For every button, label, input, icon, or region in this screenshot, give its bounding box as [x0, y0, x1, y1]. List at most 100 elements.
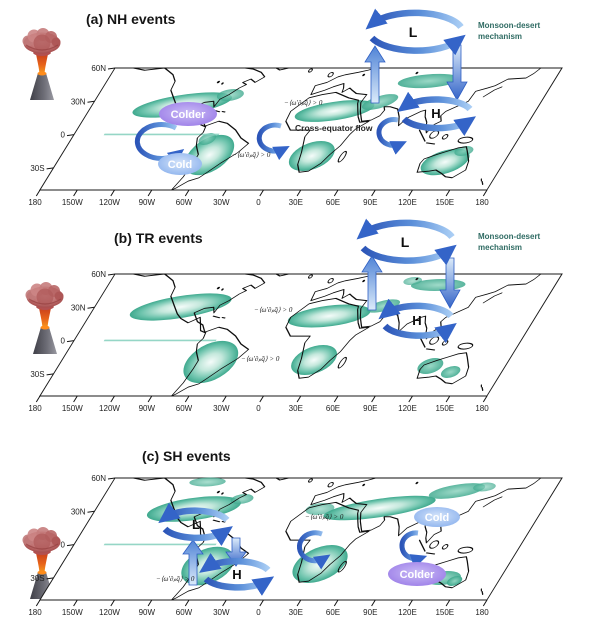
- lon-label: 120E: [398, 198, 417, 207]
- ascent-arrow-b: [361, 255, 383, 311]
- lon-label: 30W: [213, 404, 230, 413]
- lon-label: 180: [28, 404, 42, 413]
- low-pressure-label: L: [409, 24, 418, 40]
- panel-c: (c) SH events 60N 30N 0 30S 180 150W 120…: [21, 448, 563, 617]
- lon-label: 90E: [363, 608, 377, 617]
- low-pressure-circulation-a: L: [365, 8, 466, 56]
- lat-label: 0: [61, 337, 66, 346]
- cold-label: Cold: [425, 512, 449, 524]
- lon-label: 120E: [398, 608, 417, 617]
- monsoon-desert-label-line2: mechanism: [478, 243, 522, 252]
- panel-c-title: (c) SH events: [142, 448, 231, 464]
- lon-label: 180: [475, 198, 489, 207]
- lon-label: 30W: [213, 198, 230, 207]
- lon-label: 150W: [62, 198, 83, 207]
- lon-label: 30W: [213, 608, 230, 617]
- map-b: [38, 273, 563, 397]
- lon-label: 180: [475, 404, 489, 413]
- lat-label: 30S: [30, 370, 44, 379]
- high-pressure-circulation-c: H: [199, 552, 275, 596]
- lon-axis-b: 180 150W 120W 90W 60W 30W 0 30E 60E 90E …: [28, 395, 489, 413]
- monsoon-desert-label: Monsoon-desert: [478, 21, 541, 30]
- lon-label: 30E: [289, 404, 303, 413]
- cross-equator-arrow-asia-a: [376, 117, 407, 155]
- lat-axis-a: 60N 30N 0 30S: [30, 64, 116, 173]
- high-pressure-label: H: [431, 106, 440, 121]
- colder-label: Colder: [400, 569, 436, 581]
- high-pressure-circulation-a: H: [397, 91, 476, 137]
- lat-label: 30N: [71, 97, 86, 106]
- lon-label: 150E: [435, 608, 454, 617]
- lat-label: 30S: [30, 574, 44, 583]
- lon-label: 90E: [363, 404, 377, 413]
- panel-a: (a) NH events 60N 30N 0 30S 180 150W 120…: [21, 8, 563, 207]
- moisture-budget-term-south-b: −⟨ω′∂ₚq̄⟩ > 0: [241, 355, 280, 363]
- lon-label: 90W: [139, 404, 156, 413]
- cross-equator-flow-label: Cross-equator flow: [295, 123, 373, 133]
- panel-a-title: (a) NH events: [86, 11, 176, 27]
- lat-label: 0: [61, 541, 66, 550]
- low-pressure-label: L: [401, 234, 410, 250]
- lat-axis-b: 60N 30N 0 30S: [30, 270, 116, 379]
- lat-label: 60N: [91, 270, 106, 279]
- lon-label: 90W: [139, 608, 156, 617]
- lon-label: 0: [256, 198, 261, 207]
- monsoon-desert-label: Monsoon-desert: [478, 232, 541, 241]
- lon-label: 150W: [62, 404, 83, 413]
- volcano-eruption-icon: [21, 27, 62, 101]
- ascent-arrow-c: [182, 539, 204, 586]
- low-pressure-circulation-c: L: [158, 502, 233, 547]
- high-pressure-label: H: [232, 567, 241, 582]
- lon-label: 150E: [435, 404, 454, 413]
- lon-label: 60W: [176, 608, 193, 617]
- lon-label: 120E: [398, 404, 417, 413]
- panel-b-title: (b) TR events: [114, 230, 203, 246]
- monsoon-desert-label-line2: mechanism: [478, 32, 522, 41]
- lat-label: 30S: [30, 164, 44, 173]
- lon-label: 90W: [139, 198, 156, 207]
- lon-label: 0: [256, 608, 261, 617]
- cold-bubble-a: Cold: [158, 153, 202, 175]
- lon-label: 150E: [435, 198, 454, 207]
- lon-axis-c: 180 150W 120W 90W 60W 30W 0 30E 60E 90E …: [28, 599, 489, 617]
- low-pressure-circulation-b: L: [356, 218, 457, 266]
- high-pressure-label: H: [412, 313, 421, 328]
- cross-equator-arrow-africa-c: [296, 530, 331, 570]
- lat-label: 0: [61, 131, 66, 140]
- low-pressure-label: L: [192, 517, 200, 532]
- moisture-budget-term-north-a: −⟨ω′∂ₚq̄⟩ > 0: [284, 99, 323, 107]
- colder-bubble-c: Colder: [388, 562, 446, 586]
- panel-b: (b) TR events 60N 30N 0 30S 180 150W 120…: [24, 218, 563, 413]
- lat-label: 60N: [91, 474, 106, 483]
- moisture-budget-term-south-c: −⟨ω′∂ₚq̄⟩ > 0: [156, 575, 195, 583]
- lat-label: 30N: [71, 507, 86, 516]
- moisture-budget-term-south-a: −⟨ω′∂ₚq̄⟩ > 0: [232, 151, 271, 159]
- cross-equator-arrow-africa-a: [256, 122, 290, 161]
- lat-label: 60N: [91, 64, 106, 73]
- lat-label: 30N: [71, 303, 86, 312]
- cold-bubble-c: Cold: [414, 507, 460, 527]
- moisture-budget-term-north-b: −⟨ω′∂ₚq̄⟩ > 0: [254, 306, 293, 314]
- lon-label: 90E: [363, 198, 377, 207]
- lon-label: 180: [28, 198, 42, 207]
- lon-label: 180: [28, 608, 42, 617]
- lon-label: 30E: [289, 198, 303, 207]
- lon-label: 60E: [326, 198, 340, 207]
- high-pressure-circulation-b: H: [378, 298, 457, 344]
- colder-bubble-a: Colder: [159, 102, 217, 126]
- lon-label: 60W: [176, 404, 193, 413]
- lon-label: 0: [256, 404, 261, 413]
- lon-label: 150W: [62, 608, 83, 617]
- lon-axis-a: 180 150W 120W 90W 60W 30W 0 30E 60E 90E …: [28, 189, 489, 207]
- ascent-arrow-a: [364, 45, 386, 104]
- lon-label-highlighted: 180: [475, 608, 489, 617]
- volcano-eruption-icon: [24, 281, 65, 355]
- lon-label: 120W: [99, 198, 120, 207]
- lon-label: 60W: [176, 198, 193, 207]
- lon-label: 120W: [99, 404, 120, 413]
- moisture-budget-term-north-c: −⟨ω′∂ₚq̄⟩ > 0: [305, 513, 344, 521]
- cross-equator-arrow-asia-c: [399, 530, 428, 569]
- lon-label: 60E: [326, 404, 340, 413]
